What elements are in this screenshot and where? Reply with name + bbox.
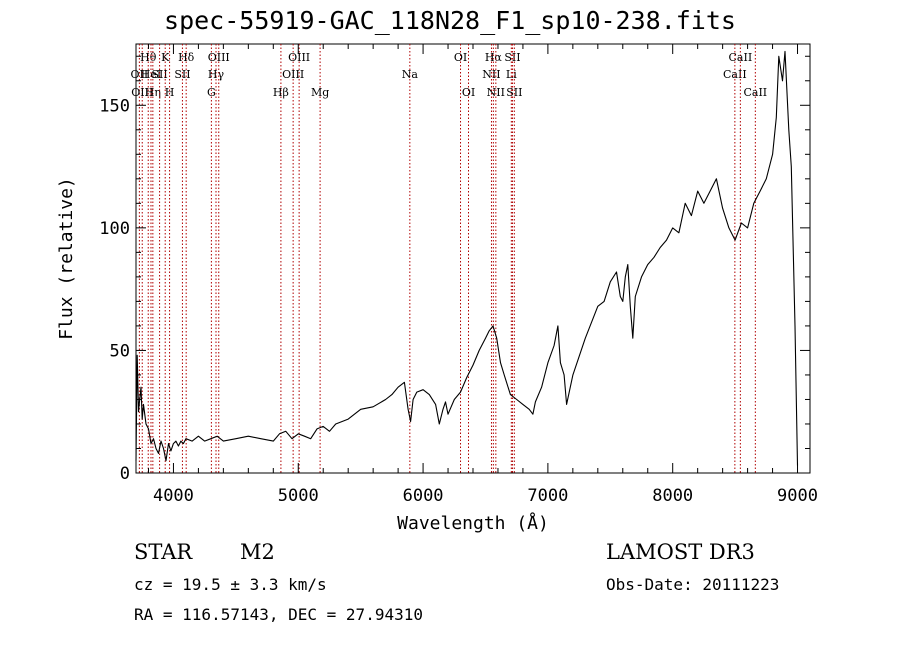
line-label: CaII	[723, 68, 747, 81]
redshift-label: cz = 19.5 ± 3.3 km/s	[134, 575, 327, 594]
line-label: SII	[151, 68, 167, 81]
series-line-spectrum	[135, 50, 799, 466]
line-label: OIII	[282, 68, 304, 81]
line-label: Na	[402, 68, 419, 81]
line-label: CaII	[743, 86, 767, 99]
y-tick-label: 50	[110, 341, 130, 361]
line-label: OII	[131, 68, 149, 81]
line-label: Hγ	[208, 68, 225, 81]
x-tick-label: 7000	[527, 486, 568, 506]
y-axis-label: Flux (relative)	[56, 177, 77, 340]
y-tick-label: 100	[99, 219, 130, 239]
line-label: Hβ	[273, 86, 289, 99]
line-label: K	[161, 51, 170, 64]
x-tick-label: 5000	[278, 486, 319, 506]
line-label: NII	[487, 86, 505, 99]
line-label: SII	[504, 51, 520, 64]
line-label: G	[207, 86, 216, 99]
line-label: SII	[506, 86, 522, 99]
y-tick-label: 150	[99, 96, 130, 116]
line-label: Hα	[485, 51, 503, 64]
object-class: STAR	[134, 540, 193, 564]
x-tick-label: 4000	[153, 486, 194, 506]
line-label: NII	[482, 68, 500, 81]
line-label: CaII	[729, 51, 753, 64]
line-label: Li	[506, 68, 517, 81]
line-label: Mg	[311, 86, 329, 99]
object-subclass: M2	[240, 540, 275, 564]
line-label: H	[165, 86, 175, 99]
line-label: Hθ	[140, 51, 157, 64]
y-tick-label: 0	[120, 464, 130, 484]
line-label: Hδ	[178, 51, 195, 64]
plot-frame	[135, 43, 811, 474]
line-label: OIII	[131, 86, 153, 99]
line-label: Hη	[145, 86, 161, 99]
chart-title: spec-55919-GAC_118N28_F1_sp10-238.fits	[164, 6, 736, 35]
x-tick-label: 9000	[777, 486, 818, 506]
survey-label: LAMOST DR3	[606, 540, 755, 564]
line-label: OIII	[208, 51, 230, 64]
line-label: OI	[462, 86, 475, 99]
x-tick-label: 8000	[652, 486, 693, 506]
line-label: SII	[174, 68, 190, 81]
x-tick-label: 6000	[403, 486, 444, 506]
line-label: OI	[454, 51, 467, 64]
obs-date-label: Obs-Date: 20111223	[606, 575, 780, 594]
coords-label: RA = 116.57143, DEC = 27.94310	[134, 605, 423, 624]
line-label: OIII	[288, 51, 310, 64]
x-axis-label: Wavelength (Å)	[397, 512, 549, 534]
line-label: HeI	[141, 68, 161, 81]
